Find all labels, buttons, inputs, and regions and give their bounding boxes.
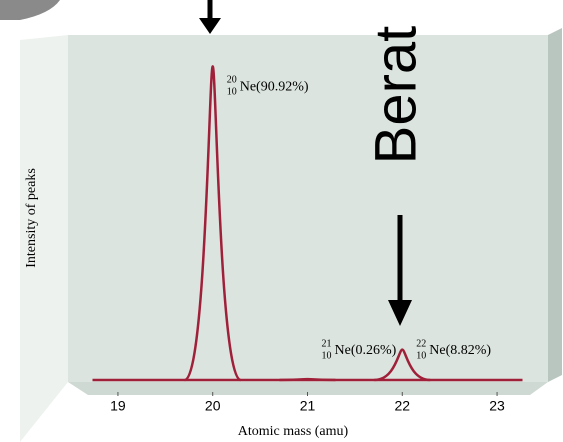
arrow-head [199,18,221,34]
peak [279,377,336,382]
mass-number: 20 [227,75,237,86]
peak [374,348,431,382]
peak [183,65,242,382]
mass-number: 22 [416,338,426,349]
atomic-number: 10 [322,350,332,361]
x-axis-label: Atomic mass (amu) [238,424,349,439]
x-tick-label: 21 [300,398,316,414]
left-wall [20,35,68,442]
mass-number: 21 [322,338,332,349]
atomic-number: 10 [416,350,426,361]
panel-floor [68,382,548,395]
x-tick-label: 20 [205,398,221,414]
value-label: Ne(0.26%) [335,343,397,358]
x-tick-label: 19 [110,398,126,414]
panel [68,35,548,382]
x-tick-label: 22 [394,398,410,414]
atomic-number: 10 [227,87,237,98]
y-axis-label: Intensity of peaks [24,168,39,268]
x-tick-label: 23 [489,398,505,414]
corner-image [0,0,60,20]
side-text: Berat [363,26,428,165]
arrow-head [388,300,412,326]
panel-edge [548,28,562,382]
value-label: Ne(90.92%) [240,80,309,95]
value-label: Ne(8.82%) [429,343,491,358]
